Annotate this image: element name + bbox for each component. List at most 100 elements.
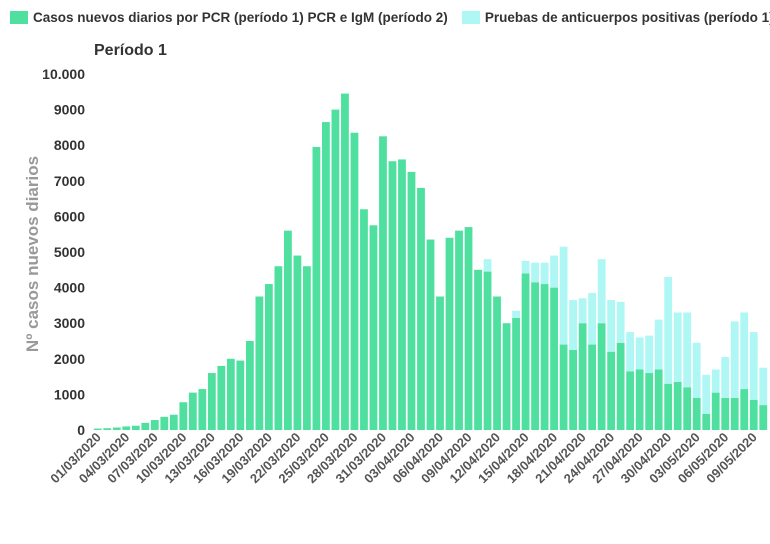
bar-pcr [654,369,663,430]
bar-anticuerpos [550,255,558,288]
bar-pcr [721,397,730,430]
y-axis-label: Nº casos nuevos diarios [23,156,42,352]
bar-pcr [360,209,368,430]
bar-pcr [597,323,606,430]
bar-anticuerpos [645,335,654,374]
bar-pcr [635,369,644,430]
bar-anticuerpos [531,262,539,283]
legend-item-anticuerpos[interactable]: Pruebas de anticuerpos positivas (períod… [461,9,770,25]
bar-pcr [673,381,682,430]
y-tick-label: 9000 [54,102,85,118]
bar-anticuerpos [512,310,520,318]
bar-pcr [569,349,578,430]
bar-pcr [474,269,482,430]
bar-pcr [559,344,568,430]
bar-pcr [730,397,739,430]
bar-anticuerpos [730,321,739,398]
bar-pcr [626,371,635,430]
bar-pcr [540,284,549,430]
bar-anticuerpos [635,337,644,370]
bar-pcr [188,392,197,430]
bar-anticuerpos [578,298,587,324]
bar-pcr [512,317,520,430]
bar-pcr [131,425,140,430]
bar-pcr [398,159,406,430]
bar-anticuerpos [721,357,730,398]
bar-pcr [160,416,169,430]
bar-pcr [740,389,749,430]
y-tick-label: 5000 [54,244,85,260]
bar-pcr [245,341,254,430]
y-tick-label: 0 [77,422,85,438]
legend: Casos nuevos diarios por PCR (período 1)… [10,7,770,27]
bar-pcr [445,237,454,430]
y-tick-label: 1000 [54,386,85,402]
legend-swatch-pcr [10,10,28,24]
bar-anticuerpos [664,276,673,384]
bar-pcr [483,271,492,430]
bar-pcr [426,239,435,430]
bar-anticuerpos [626,332,635,372]
bar-anticuerpos [616,301,625,343]
bar-pcr [169,414,178,430]
y-tick-label: 3000 [54,315,85,331]
bar-pcr [322,122,330,430]
bar-anticuerpos [597,259,606,324]
bar-pcr [198,389,207,430]
bar-pcr [664,383,673,430]
y-tick-label: 4000 [54,280,85,296]
bar-pcr [550,287,558,430]
y-tick-label: 8000 [54,137,85,153]
bar-pcr [436,296,444,430]
bar-anticuerpos [673,312,682,382]
bar-pcr [226,358,235,430]
bar-pcr [455,230,463,430]
bar-anticuerpos [654,319,663,370]
bar-pcr [217,365,226,430]
bar-anticuerpos [749,332,758,400]
bar-anticuerpos [569,300,578,350]
bar-pcr [702,413,711,430]
y-tick-label: 10.000 [42,66,85,82]
bar-anticuerpos [759,367,768,406]
bar-pcr [578,323,587,430]
bar-pcr [141,422,150,430]
bar-pcr [749,399,758,430]
legend-label-pcr: Casos nuevos diarios por PCR (período 1)… [33,9,448,25]
bar-pcr [683,387,692,430]
bar-anticuerpos [702,374,711,414]
bar-pcr [588,344,597,430]
bar-pcr [417,187,425,430]
bar-anticuerpos [559,246,568,345]
y-tick-label: 7000 [54,173,85,189]
bar-pcr [464,227,473,430]
bar-pcr [150,420,159,430]
bar-pcr [264,284,273,430]
legend-swatch-anticuerpos [461,10,480,24]
bar-pcr [379,136,387,431]
bar-pcr [645,373,654,430]
bar-pcr [207,373,216,430]
bar-pcr [293,255,302,430]
y-tick-label: 6000 [54,208,85,224]
bar-pcr [616,342,625,430]
bar-pcr [607,351,616,430]
bar-anticuerpos [740,312,749,390]
bar-anticuerpos [483,259,492,272]
legend-item-pcr[interactable]: Casos nuevos diarios por PCR (período 1)… [10,10,448,25]
bar-pcr [341,93,349,430]
bar-pcr [103,428,112,430]
bar-pcr [122,426,131,430]
bar-anticuerpos [607,300,616,352]
bar-pcr [711,392,720,430]
bar-anticuerpos [711,369,720,393]
bar-pcr [284,230,292,430]
bar-pcr [388,161,397,430]
bar-pcr [521,273,530,430]
bar-anticuerpos [692,342,701,398]
legend-label-anticuerpos: Pruebas de anticuerpos positivas (períod… [484,9,770,25]
bar-pcr [331,109,340,430]
chart-title: Período 1 [94,42,167,59]
bar-pcr [236,360,245,430]
